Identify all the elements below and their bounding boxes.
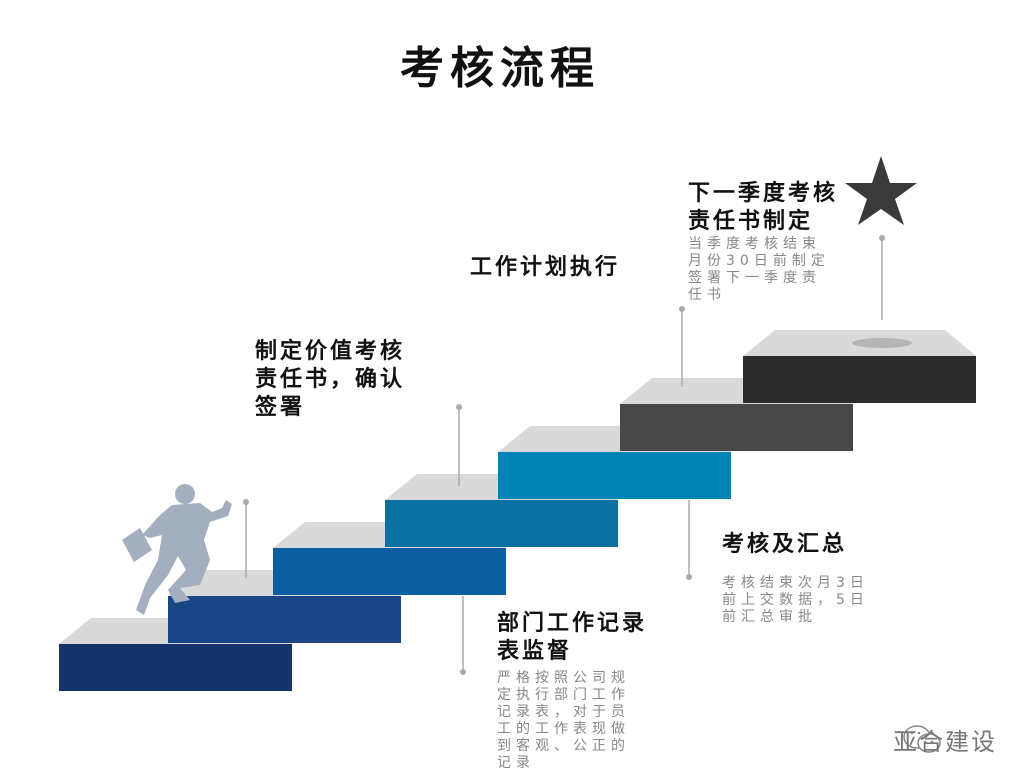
desc-line: 记录表，对于员 xyxy=(497,704,630,720)
desc-line: 月份30日前制定 xyxy=(688,253,830,269)
step5-label: 下一季度考核 责任书制定 当季度考核结束 月份30日前制定 签署下一季度责 任书 xyxy=(688,180,838,304)
desc-line: 工的工作表现做 xyxy=(497,721,630,737)
connector-dot xyxy=(243,499,249,505)
star-shadow xyxy=(852,338,912,348)
desc-line: 前汇总审批 xyxy=(722,609,817,625)
wechat-icon xyxy=(903,725,941,753)
step-front xyxy=(273,548,506,595)
heading: 考核及汇总 xyxy=(722,532,848,557)
heading-line: 下一季度考核 xyxy=(688,181,839,206)
step-front xyxy=(743,356,976,403)
heading-line: 制定价值考核 xyxy=(255,339,406,364)
desc-line: 到客观、公正的 xyxy=(497,738,630,754)
page-title: 考核流程 xyxy=(400,43,600,94)
heading-line: 责任书制定 xyxy=(688,209,814,234)
step-front xyxy=(620,404,853,451)
running-businessman-figure xyxy=(122,484,232,615)
heading-line: 表监督 xyxy=(497,639,573,664)
desc-line: 考核结束次月3日 xyxy=(722,575,869,591)
step4-label: 考核及汇总 考核结束次月3日 前上交数据，5日 前汇总审批 xyxy=(722,531,869,626)
desc-line: 签署下一季度责 xyxy=(688,270,821,286)
connector-dot xyxy=(460,669,466,675)
step-front xyxy=(385,500,618,547)
connector-dot xyxy=(686,574,692,580)
star-icon xyxy=(845,156,917,225)
step2-label: 部门工作记录 表监督 严格按照公司规 定执行部门工作 记录表，对于员 工的工作表… xyxy=(497,610,647,772)
connector-dot xyxy=(456,404,462,410)
connector-dot xyxy=(879,235,885,241)
step-front xyxy=(59,644,292,691)
step3-heading: 工作计划执行 xyxy=(470,255,621,280)
step1-heading: 制定价值考核 责任书，确认 签署 xyxy=(255,338,405,422)
step-front xyxy=(168,596,401,643)
heading-line: 责任书，确认 xyxy=(255,367,406,392)
connector-dot xyxy=(679,306,685,312)
desc-line: 当季度考核结束 xyxy=(688,236,821,252)
desc-line: 任书 xyxy=(688,287,726,303)
desc-line: 定执行部门工作 xyxy=(497,687,630,703)
heading-line: 部门工作记录 xyxy=(497,611,648,636)
desc-line: 记录 xyxy=(497,755,535,771)
heading-line: 签署 xyxy=(255,395,306,420)
step-front xyxy=(498,452,731,499)
desc-line: 严格按照公司规 xyxy=(497,670,630,686)
desc-line: 前上交数据，5日 xyxy=(722,592,869,608)
watermark-text: 亚合建设 xyxy=(893,728,997,756)
